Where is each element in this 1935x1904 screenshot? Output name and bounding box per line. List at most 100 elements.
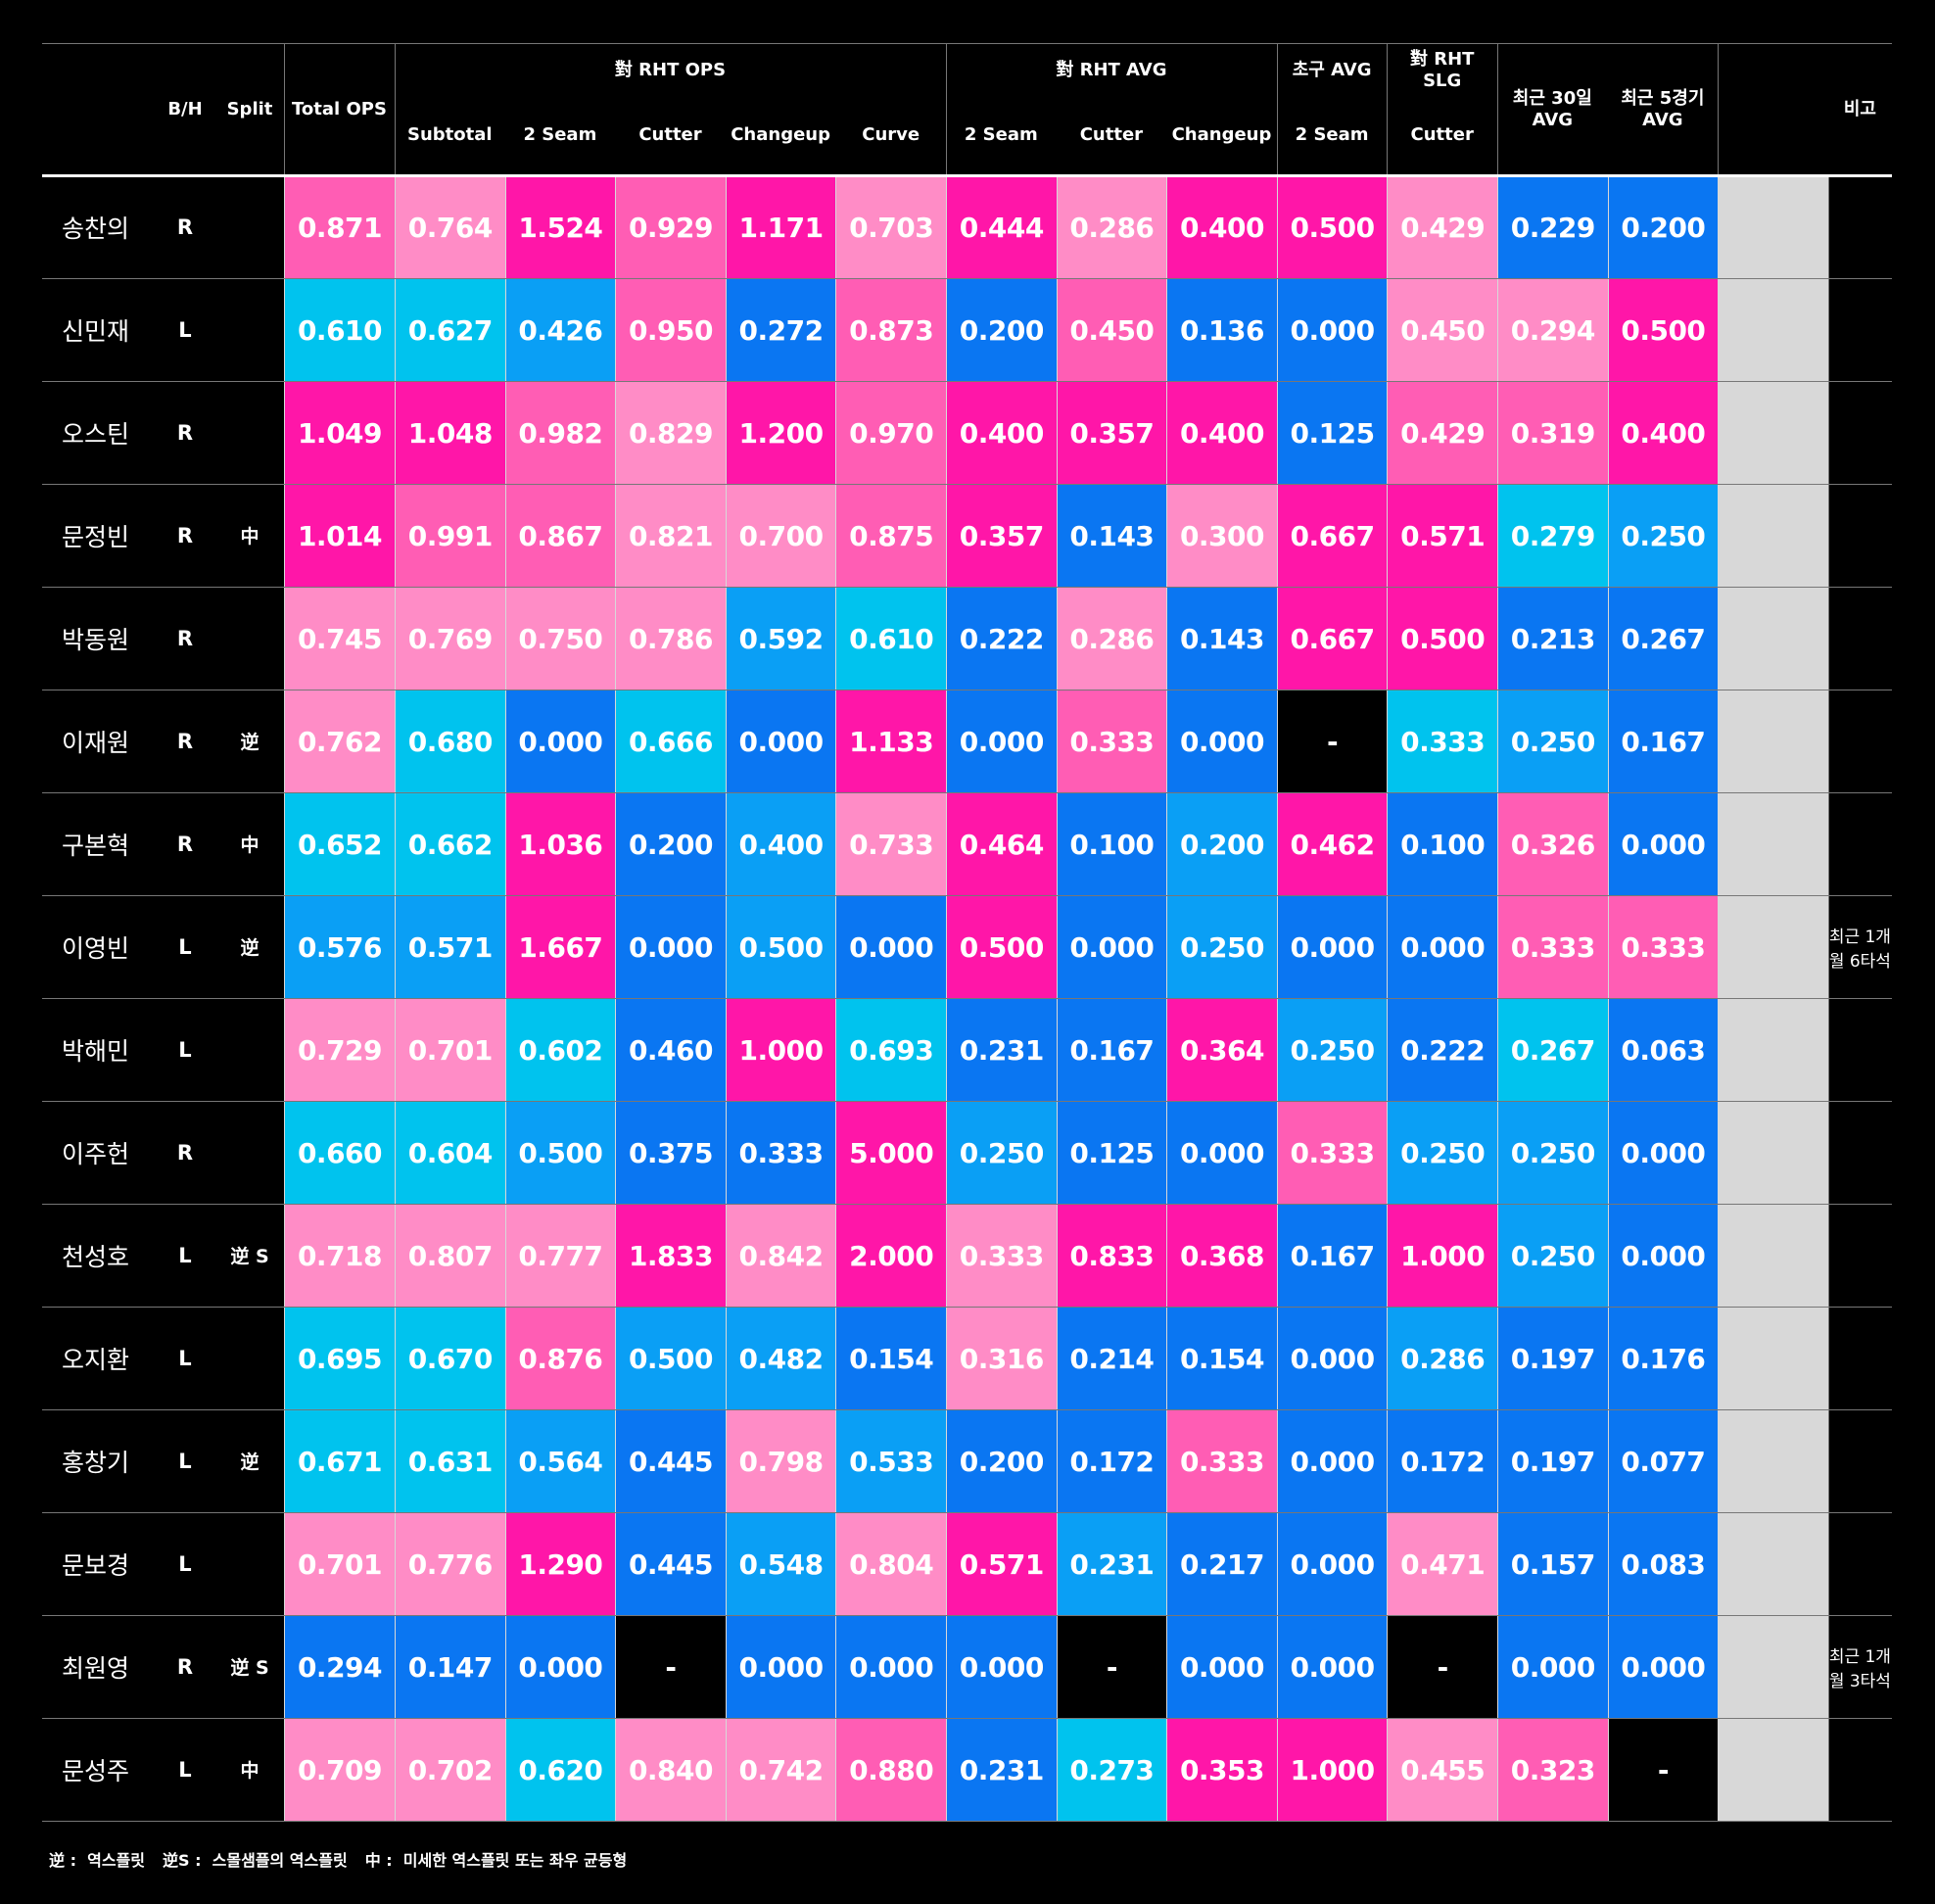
stat-cell: 0.460 (616, 999, 726, 1101)
stat-cell: 0.357 (947, 485, 1057, 587)
stat-cell: 0.250 (1498, 1102, 1608, 1204)
stat-cell: 0.353 (1167, 1719, 1277, 1821)
stat-cell: 0.500 (726, 896, 836, 998)
stat-cell: 0.426 (505, 279, 616, 381)
stat-cell: 0.576 (285, 896, 395, 998)
bats: R (176, 832, 194, 856)
stat-cell: 0.300 (1167, 485, 1277, 587)
player-name: 문정빈 (62, 522, 130, 551)
stat-cell: 0.375 (616, 1102, 726, 1204)
stat-cell: 0.709 (285, 1719, 395, 1821)
row-rule (42, 381, 1892, 382)
note: 최근 1개월 6타석 (1828, 927, 1891, 972)
stat-cell: 0.471 (1388, 1513, 1497, 1615)
header-divider (1387, 43, 1389, 175)
header-cell: Total OPS (292, 98, 387, 119)
stat-cell: 0.000 (1498, 1616, 1608, 1718)
stat-cell: 0.873 (836, 279, 946, 381)
stat-cell: 0.733 (836, 793, 946, 895)
stat-cell: 0.063 (1608, 999, 1719, 1101)
stat-cell: 0.842 (726, 1205, 836, 1307)
stat-cell: 0.176 (1608, 1308, 1719, 1409)
stat-cell: 1.667 (505, 896, 616, 998)
row-rule (42, 587, 1892, 588)
stat-cell: 0.500 (1608, 279, 1719, 381)
stat-cell: 0.875 (836, 485, 946, 587)
stat-cell: 0.592 (726, 588, 836, 690)
header-line: 對 RHT OPS (614, 60, 727, 80)
split: 逆 (240, 732, 260, 753)
group-title: 對 RHT AVG (946, 43, 1277, 98)
stat-cell: 0.267 (1498, 999, 1608, 1101)
stat-cell: 0.077 (1608, 1410, 1719, 1512)
stat-cell: 0.167 (1277, 1205, 1388, 1307)
stat-cell: 0.333 (1277, 1102, 1388, 1204)
player-name: 문성주 (62, 1756, 130, 1785)
stat-cell: 0.333 (1498, 896, 1608, 998)
stat-cell: 0.400 (1167, 176, 1277, 278)
stat-cell: 0.548 (726, 1513, 836, 1615)
group-title: 對 RHT OPS (395, 43, 946, 98)
stat-cell: 1.049 (285, 382, 395, 484)
stat-cell: 0.500 (616, 1308, 726, 1409)
stat-cell: 0.750 (505, 588, 616, 690)
column-header: Cutter (1079, 124, 1144, 145)
stat-cell: 0.250 (1498, 1205, 1608, 1307)
split: 逆 S (230, 1246, 269, 1267)
stat-cell: - (1608, 1719, 1719, 1821)
stat-cell: 0.464 (947, 793, 1057, 895)
stat-cell: 1.048 (396, 382, 505, 484)
stat-cell: 0.695 (285, 1308, 395, 1409)
column-header: Curve (862, 124, 920, 145)
header-divider (395, 43, 396, 175)
row-rule (42, 1615, 1892, 1616)
stat-cell: 0.213 (1498, 588, 1608, 690)
stat-cell: - (1057, 1616, 1167, 1718)
stat-cell: 0.929 (616, 176, 726, 278)
player-name: 이재원 (62, 728, 130, 757)
stat-cell: 0.157 (1498, 1513, 1608, 1615)
stat-cell: 5.000 (836, 1102, 946, 1204)
column-header: Cutter (1410, 124, 1474, 145)
stat-cell: 0.143 (1057, 485, 1167, 587)
split: 逆 (240, 937, 260, 959)
stat-cell: 0.970 (836, 382, 946, 484)
stat-cell: 0.610 (285, 279, 395, 381)
bats: L (178, 1037, 192, 1062)
header-line: 최근 30일 (1512, 87, 1592, 109)
stat-cell: 0.798 (726, 1410, 836, 1512)
stat-cell: 0.445 (616, 1513, 726, 1615)
stat-cell: 0.294 (285, 1616, 395, 1718)
stat-cell: 0.450 (1388, 279, 1497, 381)
stat-cell: 0.950 (616, 279, 726, 381)
player-name: 문보경 (62, 1550, 130, 1580)
stat-cell: 0.333 (1608, 896, 1719, 998)
stat-cell: 0.000 (1277, 896, 1388, 998)
stat-cell: 0.000 (1277, 1616, 1388, 1718)
stat-cell: 0.666 (616, 690, 726, 792)
stat-cell: 0.400 (1608, 382, 1719, 484)
header-cell: Split (226, 98, 273, 119)
stat-cell: 0.804 (836, 1513, 946, 1615)
stat-cell: - (1277, 690, 1388, 792)
stat-cell: 0.500 (1388, 588, 1497, 690)
stat-cell: 0.701 (285, 1513, 395, 1615)
stat-cell: 0.000 (1608, 793, 1719, 895)
stat-cell: 0.286 (1057, 588, 1167, 690)
stat-cell: 0.571 (1388, 485, 1497, 587)
stat-cell: 0.718 (285, 1205, 395, 1307)
row-rule (42, 1204, 1892, 1205)
stat-cell: 0.000 (947, 690, 1057, 792)
stat-cell: 0.200 (616, 793, 726, 895)
stat-cell: - (616, 1616, 726, 1718)
stat-cell: 0.286 (1388, 1308, 1497, 1409)
stat-cell: 0.083 (1608, 1513, 1719, 1615)
stat-cell: 0.000 (836, 896, 946, 998)
stat-cell: 0.147 (396, 1616, 505, 1718)
stat-cell: 0.250 (1498, 690, 1608, 792)
bats: L (178, 1243, 192, 1267)
stat-cell: 0.231 (947, 1719, 1057, 1821)
stat-cell: 0.172 (1057, 1410, 1167, 1512)
stat-cell: 0.000 (836, 1616, 946, 1718)
